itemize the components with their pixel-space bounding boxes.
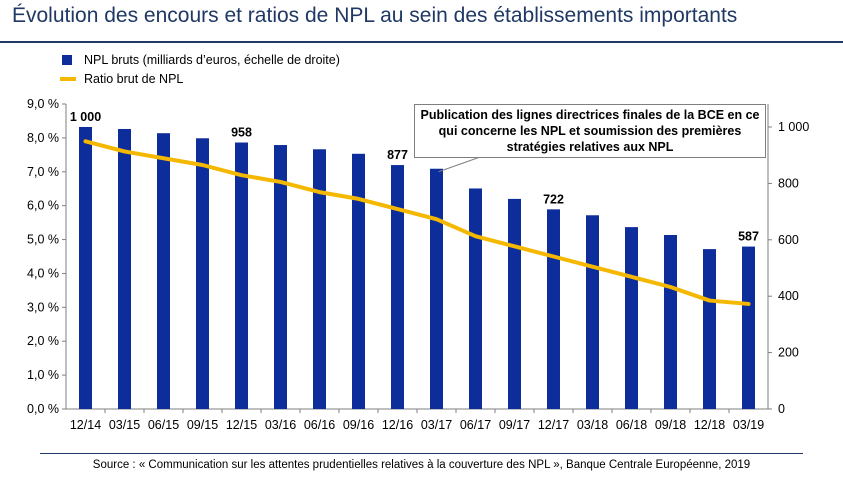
bar-data-label: 877 bbox=[387, 148, 408, 162]
legend-swatch-bars bbox=[62, 54, 72, 65]
chart-canvas: 0,0 % 1,0 % 2,0 % 3,0 % 4,0 % 5,0 % 6,0 % 7,0 %… bbox=[27, 97, 809, 432]
x-tick-label: 06/17 bbox=[460, 418, 491, 432]
y-left-tick-label: 0,0 % bbox=[27, 402, 59, 416]
y-right-tick-label: 0 bbox=[778, 402, 785, 416]
bar-data-label: 958 bbox=[231, 126, 252, 140]
x-tick-label: 09/17 bbox=[499, 418, 530, 432]
x-tick-label: 12/18 bbox=[694, 418, 725, 432]
y-left-tick-label: 9,0 % bbox=[27, 97, 59, 111]
npl-bar bbox=[118, 128, 131, 409]
npl-bar bbox=[547, 209, 560, 409]
legend-swatch-line bbox=[60, 76, 76, 81]
npl-bar bbox=[586, 215, 599, 409]
y-left-tick-label: 8,0 % bbox=[27, 131, 59, 145]
y-left-tick-label: 2,0 % bbox=[27, 334, 59, 348]
x-tick-label: 06/15 bbox=[148, 418, 179, 432]
source-divider bbox=[40, 453, 803, 454]
npl-bar bbox=[469, 188, 482, 409]
x-tick-label: 03/17 bbox=[421, 418, 452, 432]
y-left-tick-label: 5,0 % bbox=[27, 233, 59, 247]
npl-bar bbox=[196, 138, 209, 409]
x-tick-label: 09/18 bbox=[655, 418, 686, 432]
legend-item-bars: NPL bruts (milliards d’euros, échelle de… bbox=[60, 50, 340, 69]
annotation-box: Publication des lignes directrices final… bbox=[414, 104, 766, 158]
y-right-tick-label: 200 bbox=[778, 346, 799, 360]
legend-label-bars: NPL bruts (milliards d’euros, échelle de… bbox=[84, 52, 340, 67]
x-tick-label: 12/17 bbox=[538, 418, 569, 432]
npl-bar bbox=[313, 149, 326, 409]
legend: NPL bruts (milliards d’euros, échelle de… bbox=[60, 50, 340, 88]
npl-bar bbox=[235, 142, 248, 409]
npl-bar bbox=[352, 153, 365, 409]
bar-data-label: 722 bbox=[543, 192, 564, 206]
bar-data-label: 1 000 bbox=[70, 110, 101, 124]
y-left-tick-label: 7,0 % bbox=[27, 165, 59, 179]
x-tick-label: 06/16 bbox=[304, 418, 335, 432]
y-right-tick-label: 400 bbox=[778, 289, 799, 303]
x-tick-label: 09/15 bbox=[187, 418, 218, 432]
x-tick-label: 03/19 bbox=[733, 418, 764, 432]
npl-bar bbox=[508, 198, 521, 409]
x-tick-label: 03/18 bbox=[577, 418, 608, 432]
npl-bar bbox=[742, 246, 755, 409]
x-tick-label: 12/16 bbox=[382, 418, 413, 432]
x-tick-label: 12/14 bbox=[70, 418, 101, 432]
y-left-tick-label: 6,0 % bbox=[27, 199, 59, 213]
x-tick-label: 03/16 bbox=[265, 418, 296, 432]
bar-data-label: 587 bbox=[738, 230, 759, 244]
npl-bar bbox=[157, 133, 170, 410]
npl-bar bbox=[664, 235, 677, 409]
y-right-tick-label: 600 bbox=[778, 233, 799, 247]
npl-ratio-line bbox=[83, 139, 751, 306]
legend-item-line: Ratio brut de NPL bbox=[60, 69, 340, 88]
x-tick-label: 03/15 bbox=[109, 418, 140, 432]
legend-label-line: Ratio brut de NPL bbox=[84, 71, 184, 86]
y-left-tick-label: 1,0 % bbox=[27, 368, 59, 382]
x-tick-label: 12/15 bbox=[226, 418, 257, 432]
y-left-tick-label: 4,0 % bbox=[27, 266, 59, 280]
npl-bar bbox=[391, 165, 404, 409]
y-right-tick-label: 1 000 bbox=[778, 120, 809, 134]
x-tick-label: 06/18 bbox=[616, 418, 647, 432]
x-tick-label: 09/16 bbox=[343, 418, 374, 432]
npl-bar bbox=[625, 227, 638, 409]
npl-bar bbox=[79, 127, 92, 409]
y-right-tick-label: 800 bbox=[778, 176, 799, 190]
npl-bar bbox=[430, 168, 443, 409]
npl-bar bbox=[274, 145, 287, 409]
source-note: Source : « Communication sur les attente… bbox=[92, 459, 751, 471]
npl-bar bbox=[703, 249, 716, 409]
y-left-tick-label: 3,0 % bbox=[27, 300, 59, 314]
chart-title: Évolution des encours et ratios de NPL a… bbox=[12, 4, 738, 27]
title-underline bbox=[0, 41, 843, 43]
